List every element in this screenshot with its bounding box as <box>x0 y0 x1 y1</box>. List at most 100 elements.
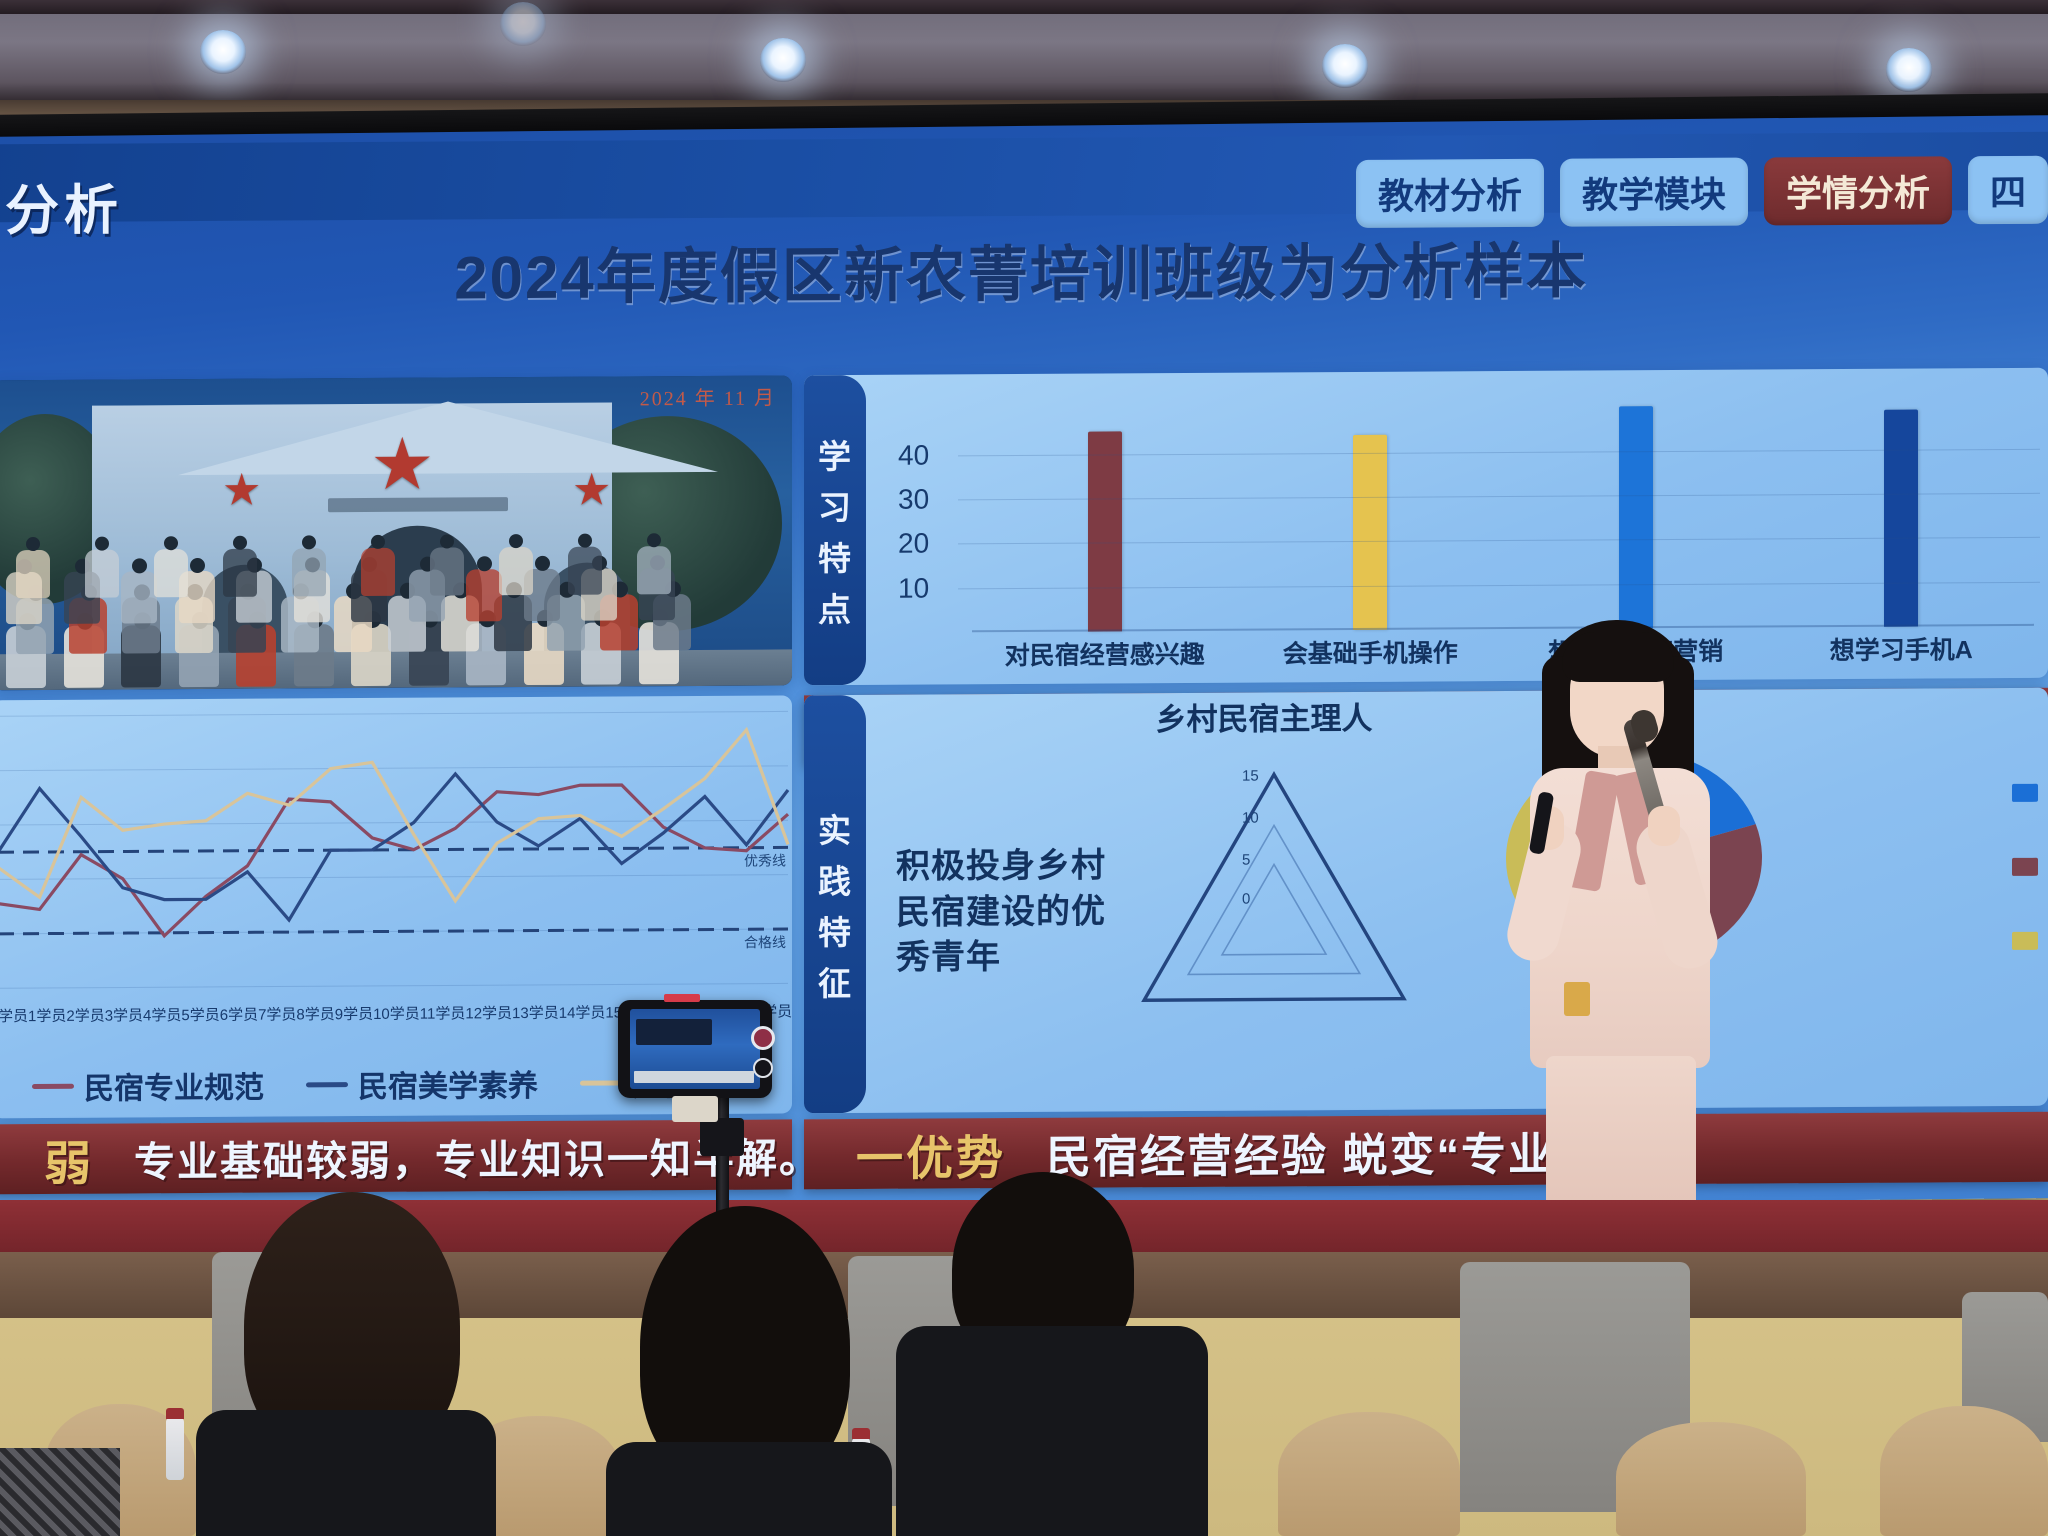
tab-student-analysis[interactable]: 学情分析 <box>1763 156 1952 226</box>
phone-clamp <box>672 1096 718 1122</box>
radar-chart-title: 乡村民宿主理人 <box>1155 700 1373 738</box>
tab-teaching-material[interactable]: 教材分析 <box>1355 158 1544 228</box>
ceiling-light <box>200 30 246 74</box>
practice-traits-label: 实践特征 <box>804 694 866 1114</box>
bar-category-label: 对民宿经营感兴趣 <box>1004 640 1205 671</box>
audience-member-torso <box>196 1410 496 1536</box>
presenter <box>1490 610 1750 1236</box>
line-x-label: 学员9 <box>304 1006 344 1024</box>
phone-screen[interactable] <box>630 1009 760 1089</box>
reference-line-label: 优秀线 <box>744 852 786 868</box>
line-x-label: 学员13 <box>482 1005 529 1023</box>
radar-ring <box>1186 823 1362 976</box>
radar-axis-tick: 10 <box>1242 810 1259 827</box>
legend-label: 民宿美学素养 <box>358 1069 538 1105</box>
tab-teaching-module[interactable]: 教学模块 <box>1559 157 1748 227</box>
banner-advantage: 一优势 民宿经营经验 蜕变“专业民宿 <box>804 1111 2048 1190</box>
person-head <box>189 557 205 574</box>
person <box>430 547 464 596</box>
water-bottle <box>166 1418 184 1480</box>
grid-line <box>0 874 788 880</box>
chair <box>1880 1406 2048 1536</box>
radar-ring <box>1220 862 1328 956</box>
reference-line-label: 合格线 <box>744 934 786 950</box>
grid-line <box>0 819 788 826</box>
person <box>16 549 50 599</box>
building-plaque <box>328 497 508 513</box>
legend-swatch <box>306 1081 348 1087</box>
slide-title: 2024年度假区新农菁培训班级为分析样本 <box>454 237 1588 312</box>
y-axis-tick: 40 <box>898 439 930 471</box>
red-star-icon <box>572 465 611 516</box>
line-series <box>0 783 790 939</box>
chair <box>1616 1422 1806 1536</box>
y-axis-tick: 20 <box>898 527 930 560</box>
radar-axis-tick: 5 <box>1242 852 1250 869</box>
audience-member-partial <box>0 1448 120 1536</box>
legend-swatch <box>580 1079 622 1086</box>
grid-line <box>0 982 788 989</box>
reference-line <box>0 845 788 854</box>
line-x-label: 学员10 <box>343 1005 390 1024</box>
bar <box>1087 431 1122 632</box>
legend-label: 民宿专业规范 <box>84 1071 264 1106</box>
photo-date-stamp: 2024 年 11 月 <box>639 387 776 411</box>
line-series <box>0 771 790 923</box>
radar-axis-tick: 15 <box>1242 768 1259 785</box>
ceiling-light <box>760 38 806 82</box>
tripod-head <box>700 1118 744 1156</box>
class-group-photo: 2024 年 11 月 <box>0 375 792 691</box>
presenter-number-badge <box>1564 982 1590 1016</box>
person-head <box>534 555 550 572</box>
slide-header-bar: 学分析 教材分析 教学模块 学情分析 四 <box>0 131 2048 242</box>
line-x-label: 学员7 <box>228 1006 267 1024</box>
recording-phone[interactable] <box>618 994 775 1098</box>
line-x-label: 学员2 <box>36 1007 75 1026</box>
pie-legend-swatch <box>2012 857 2038 876</box>
ceiling-light <box>500 2 546 46</box>
person <box>466 569 502 622</box>
line-x-label: 学员5 <box>151 1007 190 1025</box>
ceiling-strip <box>0 0 2048 14</box>
pie-chart-legend <box>2012 783 2038 950</box>
line-x-label: 学员14 <box>528 1004 576 1023</box>
record-button[interactable] <box>751 1026 775 1050</box>
person <box>568 546 602 595</box>
ceiling <box>0 0 2048 105</box>
grid-line <box>0 710 788 717</box>
person <box>637 546 671 595</box>
person <box>154 549 188 598</box>
grid-line <box>0 928 788 935</box>
water-bottle-cap <box>852 1428 870 1439</box>
y-axis-tick: 30 <box>898 483 930 515</box>
group-of-people <box>0 522 700 689</box>
person <box>121 571 157 624</box>
pie-legend-swatch <box>2012 931 2038 950</box>
bar <box>1884 409 1919 627</box>
red-star-icon <box>222 465 261 516</box>
bar-series <box>972 382 2034 632</box>
line-x-label: 学员1 <box>0 1008 37 1026</box>
audience-member-head <box>640 1206 850 1488</box>
line-x-label: 学员4 <box>113 1007 152 1025</box>
bar-category-label: 会基础手机操作 <box>1282 639 1458 669</box>
y-axis-tick: 10 <box>898 572 930 604</box>
line-x-label: 学员3 <box>74 1007 114 1025</box>
banner-tag: 一优势 <box>856 1130 1006 1185</box>
phone-preview-content <box>636 1019 712 1045</box>
reference-line <box>0 927 788 936</box>
radar-axis-tick: 0 <box>1242 891 1250 908</box>
bar-slot <box>972 387 1238 633</box>
tab-fourth[interactable]: 四 <box>1967 155 2048 225</box>
legend-item: 民宿美学素养 <box>306 1061 538 1106</box>
legend-swatch <box>32 1083 74 1089</box>
ceiling-light <box>1322 44 1368 88</box>
line-x-label: 学员8 <box>266 1006 305 1024</box>
presenter-hand-right <box>1648 806 1680 846</box>
line-x-label: 学员12 <box>435 1005 483 1023</box>
camera-switch-icon[interactable] <box>753 1058 773 1078</box>
